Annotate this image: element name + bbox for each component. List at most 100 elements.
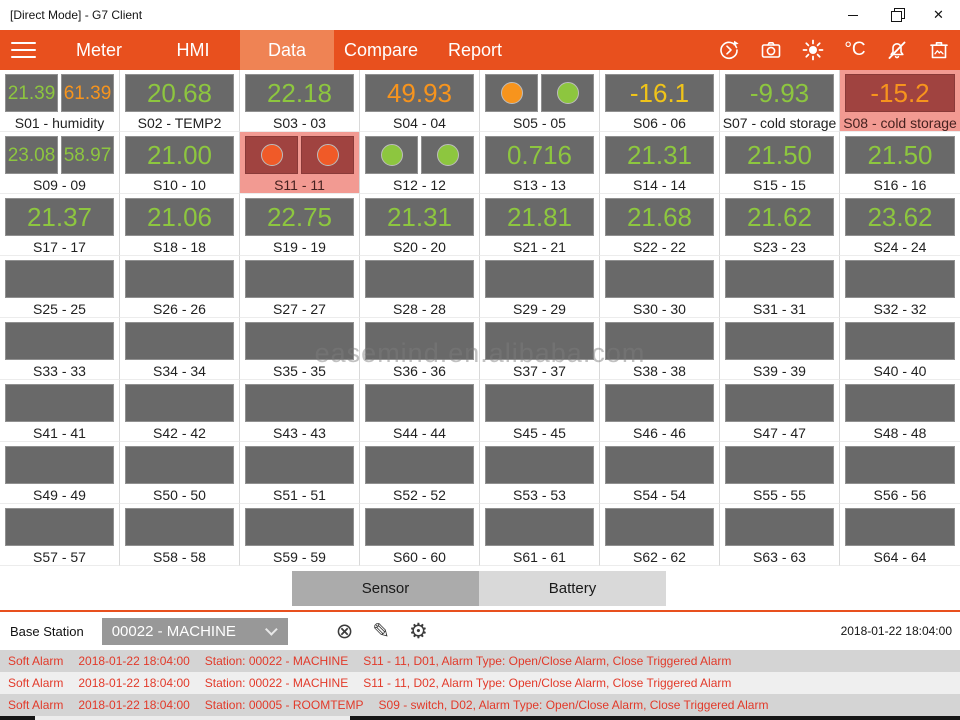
sensor-cell-s41[interactable]: S41 - 41 xyxy=(0,380,120,442)
settings-gear-icon[interactable]: ⚙ xyxy=(408,618,428,643)
sensor-cell-s34[interactable]: S34 - 34 xyxy=(120,318,240,380)
restore-button[interactable] xyxy=(874,0,917,30)
sensor-cell-s51[interactable]: S51 - 51 xyxy=(240,442,360,504)
sensor-cell-s04[interactable]: 49.93 S04 - 04 xyxy=(360,70,480,132)
sensor-cell-s44[interactable]: S44 - 44 xyxy=(360,380,480,442)
sensor-cell-s24[interactable]: 23.62 S24 - 24 xyxy=(840,194,960,256)
sensor-cell-s08[interactable]: -15.2 S08 - cold storage xyxy=(840,70,960,132)
sensor-cell-s57[interactable]: S57 - 57 xyxy=(0,504,120,566)
sensor-value-area xyxy=(480,260,599,298)
sensor-cell-s20[interactable]: 21.31 S20 - 20 xyxy=(360,194,480,256)
sensor-label: S04 - 04 xyxy=(393,115,446,131)
menu-icon[interactable] xyxy=(0,30,52,70)
sensor-cell-s22[interactable]: 21.68 S22 - 22 xyxy=(600,194,720,256)
sensor-value-area xyxy=(840,322,960,360)
sensor-cell-s63[interactable]: S63 - 63 xyxy=(720,504,840,566)
sensor-cell-s38[interactable]: S38 - 38 xyxy=(600,318,720,380)
sensor-cell-s60[interactable]: S60 - 60 xyxy=(360,504,480,566)
sensor-value-box: 21.37 xyxy=(5,198,114,236)
sensor-value-area xyxy=(120,384,239,422)
sensor-cell-s43[interactable]: S43 - 43 xyxy=(240,380,360,442)
sensor-cell-s18[interactable]: 21.06 S18 - 18 xyxy=(120,194,240,256)
sensor-cell-s50[interactable]: S50 - 50 xyxy=(120,442,240,504)
sensor-cell-s16[interactable]: 21.50 S16 - 16 xyxy=(840,132,960,194)
cancel-icon[interactable]: ⊗ xyxy=(335,618,354,643)
sensor-value-area xyxy=(480,74,599,112)
sensor-cell-s10[interactable]: 21.00 S10 - 10 xyxy=(120,132,240,194)
sensor-cell-s52[interactable]: S52 - 52 xyxy=(360,442,480,504)
sensor-cell-s25[interactable]: S25 - 25 xyxy=(0,256,120,318)
sensor-cell-s53[interactable]: S53 - 53 xyxy=(480,442,600,504)
sensor-cell-s13[interactable]: 0.716 S13 - 13 xyxy=(480,132,600,194)
sensor-cell-s48[interactable]: S48 - 48 xyxy=(840,380,960,442)
snapshot-bin-icon[interactable] xyxy=(926,37,952,63)
sensor-cell-s07[interactable]: -9.93 S07 - cold storage xyxy=(720,70,840,132)
sensor-cell-s46[interactable]: S46 - 46 xyxy=(600,380,720,442)
sensor-cell-s02[interactable]: 20.68 S02 - TEMP2 xyxy=(120,70,240,132)
sensor-cell-s39[interactable]: S39 - 39 xyxy=(720,318,840,380)
sensor-cell-s40[interactable]: S40 - 40 xyxy=(840,318,960,380)
temperature-unit-icon[interactable]: °C xyxy=(844,39,866,60)
alarm-row[interactable]: Soft Alarm 2018-01-22 18:04:00 Station: 00… xyxy=(0,672,960,694)
sensor-value-area: -15.2 xyxy=(840,74,960,112)
nav-icon-group: °C xyxy=(716,30,960,70)
sensor-cell-s56[interactable]: S56 - 56 xyxy=(840,442,960,504)
sensor-cell-s26[interactable]: S26 - 26 xyxy=(120,256,240,318)
sensor-cell-s59[interactable]: S59 - 59 xyxy=(240,504,360,566)
tab-sensor[interactable]: Sensor xyxy=(292,571,479,606)
alarm-row[interactable]: Soft Alarm 2018-01-22 18:04:00 Station: 00… xyxy=(0,650,960,672)
sensor-cell-s06[interactable]: -16.1 S06 - 06 xyxy=(600,70,720,132)
sensor-cell-s45[interactable]: S45 - 45 xyxy=(480,380,600,442)
minimize-button[interactable] xyxy=(831,0,874,30)
nav-tab-compare[interactable]: Compare xyxy=(343,39,419,60)
sensor-cell-s49[interactable]: S49 - 49 xyxy=(0,442,120,504)
edit-pencil-icon[interactable]: ✎ xyxy=(372,618,390,643)
sensor-cell-s61[interactable]: S61 - 61 xyxy=(480,504,600,566)
sensor-cell-s29[interactable]: S29 - 29 xyxy=(480,256,600,318)
sensor-cell-s12[interactable]: S12 - 12 xyxy=(360,132,480,194)
sensor-cell-s55[interactable]: S55 - 55 xyxy=(720,442,840,504)
sensor-cell-s33[interactable]: S33 - 33 xyxy=(0,318,120,380)
sensor-cell-s23[interactable]: 21.62 S23 - 23 xyxy=(720,194,840,256)
sensor-cell-s36[interactable]: S36 - 36 xyxy=(360,318,480,380)
sensor-cell-s64[interactable]: S64 - 64 xyxy=(840,504,960,566)
sensor-cell-s32[interactable]: S32 - 32 xyxy=(840,256,960,318)
sensor-cell-s54[interactable]: S54 - 54 xyxy=(600,442,720,504)
sensor-cell-s14[interactable]: 21.31 S14 - 14 xyxy=(600,132,720,194)
refresh-icon[interactable] xyxy=(716,37,742,63)
close-button[interactable]: ✕ xyxy=(933,7,944,22)
nav-tab-hmi[interactable]: HMI xyxy=(176,39,210,60)
sensor-cell-s21[interactable]: 21.81 S21 - 21 xyxy=(480,194,600,256)
sensor-cell-s15[interactable]: 21.50 S15 - 15 xyxy=(720,132,840,194)
sensor-cell-s35[interactable]: S35 - 35 xyxy=(240,318,360,380)
sensor-cell-s03[interactable]: 22.18 S03 - 03 xyxy=(240,70,360,132)
sensor-cell-s62[interactable]: S62 - 62 xyxy=(600,504,720,566)
alarm-row[interactable]: Soft Alarm 2018-01-22 18:04:00 Station: 00… xyxy=(0,694,960,716)
nav-tab-meter[interactable]: Meter xyxy=(75,39,122,60)
base-station-dropdown[interactable]: 00022 - MACHINE xyxy=(101,617,288,645)
sensor-cell-s47[interactable]: S47 - 47 xyxy=(720,380,840,442)
brightness-icon[interactable] xyxy=(800,37,826,63)
sensor-cell-s58[interactable]: S58 - 58 xyxy=(120,504,240,566)
sensor-cell-s42[interactable]: S42 - 42 xyxy=(120,380,240,442)
sensor-cell-s37[interactable]: S37 - 37 xyxy=(480,318,600,380)
sensor-cell-s27[interactable]: S27 - 27 xyxy=(240,256,360,318)
sensor-cell-s30[interactable]: S30 - 30 xyxy=(600,256,720,318)
sensor-cell-s17[interactable]: 21.37 S17 - 17 xyxy=(0,194,120,256)
nav-tab-data[interactable]: Data xyxy=(240,30,334,70)
taskbar-app-segment[interactable] xyxy=(35,716,350,720)
sensor-cell-s05[interactable]: S05 - 05 xyxy=(480,70,600,132)
sensor-cell-s01[interactable]: 21.39 61.39 S01 - humidity xyxy=(0,70,120,132)
sensor-cell-s19[interactable]: 22.75 S19 - 19 xyxy=(240,194,360,256)
camera-icon[interactable] xyxy=(758,37,784,63)
sensor-value-area: 23.62 xyxy=(840,198,960,236)
nav-tab-report[interactable]: Report xyxy=(447,39,503,60)
tab-battery[interactable]: Battery xyxy=(479,571,666,606)
sensor-value: 21.81 xyxy=(506,202,573,232)
sensor-cell-s09[interactable]: 23.08 58.97 S09 - 09 xyxy=(0,132,120,194)
sensor-cell-s28[interactable]: S28 - 28 xyxy=(360,256,480,318)
sensor-value-area xyxy=(240,508,359,546)
sensor-cell-s11[interactable]: S11 - 11 xyxy=(240,132,360,194)
mute-alarm-icon[interactable] xyxy=(884,37,910,63)
sensor-cell-s31[interactable]: S31 - 31 xyxy=(720,256,840,318)
